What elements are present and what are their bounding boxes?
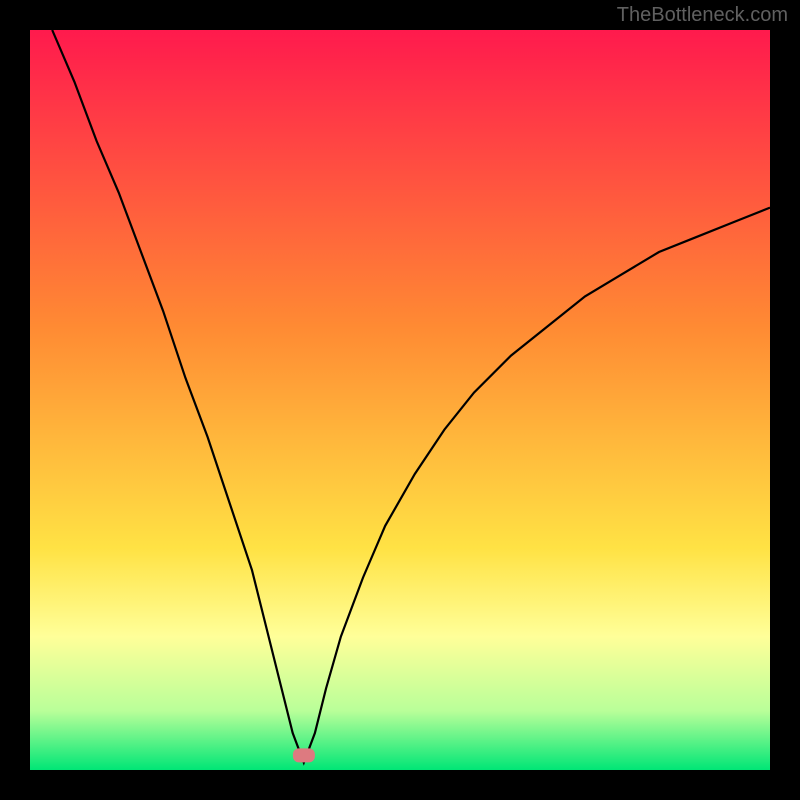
plot-area (30, 30, 770, 770)
watermark-text: TheBottleneck.com (617, 4, 788, 27)
curve-path (52, 30, 770, 763)
bottleneck-curve (30, 30, 770, 770)
minimum-marker (293, 749, 315, 762)
